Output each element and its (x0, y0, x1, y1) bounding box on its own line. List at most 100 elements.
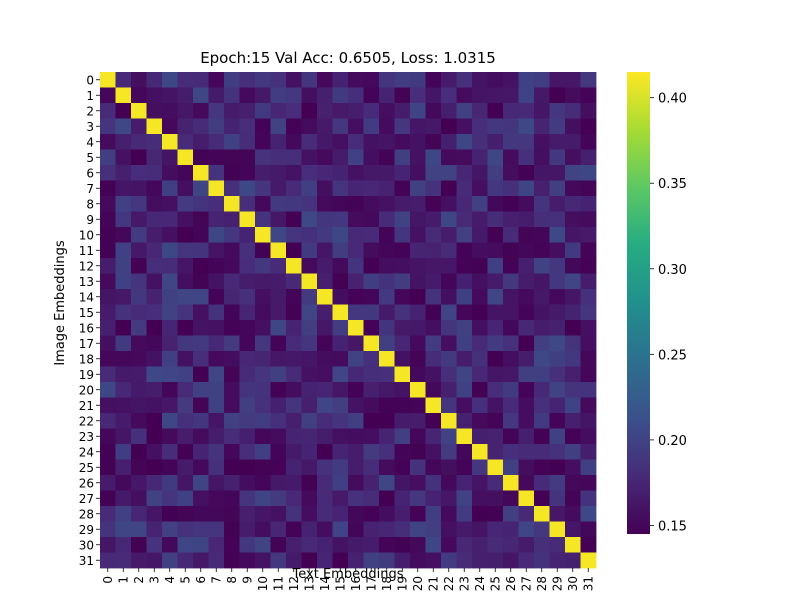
heatmap-cell-22-2 (131, 413, 147, 429)
heatmap-cell-12-18 (379, 258, 395, 274)
colorbar-tick-label-4: 0.35 (658, 177, 687, 192)
heatmap-cell-4-13 (301, 134, 318, 150)
heatmap-cell-25-16 (348, 459, 364, 476)
heatmap-cell-11-23 (456, 242, 473, 259)
heatmap-cell-5-14 (317, 149, 333, 166)
heatmap-cell-30-27 (518, 537, 535, 553)
heatmap-cell-17-4 (162, 335, 178, 352)
heatmap-cell-1-27 (518, 87, 535, 104)
heatmap-cell-13-12 (286, 273, 302, 290)
heatmap-cell-21-3 (146, 397, 163, 414)
heatmap-cell-5-25 (487, 149, 504, 166)
heatmap-cell-26-16 (348, 475, 364, 491)
heatmap-cell-7-1 (115, 180, 132, 197)
y-tick-label-25: 25 (79, 461, 94, 475)
heatmap-cell-16-28 (534, 320, 550, 336)
heatmap-cell-5-10 (255, 149, 271, 166)
heatmap-cell-18-22 (441, 351, 457, 367)
heatmap-cell-16-30 (565, 320, 581, 336)
heatmap-cell-26-19 (394, 475, 411, 491)
heatmap-cell-12-12 (286, 258, 302, 274)
heatmap-cell-31-4 (162, 552, 178, 569)
heatmap-cell-12-20 (410, 258, 426, 274)
heatmap-cell-2-21 (425, 103, 442, 119)
heatmap-cell-21-22 (441, 397, 457, 414)
heatmap-cell-5-19 (394, 149, 411, 166)
heatmap-cell-29-9 (239, 521, 256, 538)
heatmap-cell-31-20 (410, 552, 426, 569)
heatmap-cell-30-5 (177, 537, 194, 553)
heatmap-cell-30-25 (487, 537, 504, 553)
heatmap-cell-18-20 (410, 351, 426, 367)
heatmap-cell-5-3 (146, 149, 163, 166)
heatmap-cell-8-16 (348, 196, 364, 212)
heatmap-cell-4-27 (518, 134, 535, 150)
heatmap-cell-26-26 (503, 475, 519, 491)
y-tick-label-9: 9 (86, 213, 94, 227)
heatmap-cell-30-23 (456, 537, 473, 553)
heatmap-cell-21-21 (425, 397, 442, 414)
heatmap-cell-18-4 (162, 351, 178, 367)
heatmap-cell-6-15 (332, 165, 349, 181)
heatmap-cell-20-31 (580, 382, 597, 398)
heatmap-cell-9-8 (224, 211, 240, 228)
heatmap-cell-2-1 (115, 103, 132, 119)
heatmap-cell-14-10 (255, 289, 271, 305)
heatmap-cell-23-26 (503, 428, 519, 445)
heatmap-cell-2-7 (208, 103, 225, 119)
x-tick-label-6: 6 (194, 576, 208, 584)
heatmap-cell-11-15 (332, 242, 349, 259)
heatmap-cell-23-7 (208, 428, 225, 445)
heatmap-cell-8-24 (472, 196, 488, 212)
heatmap-cell-27-0 (100, 490, 116, 507)
heatmap-cell-17-7 (208, 335, 225, 352)
heatmap-cell-17-8 (224, 335, 240, 352)
heatmap-cell-0-19 (394, 72, 411, 88)
heatmap-cell-28-10 (255, 506, 271, 522)
heatmap-cell-15-10 (255, 304, 271, 321)
heatmap-cell-25-17 (363, 459, 380, 476)
heatmap-cell-13-27 (518, 273, 535, 290)
y-tick-label-0: 0 (86, 73, 94, 87)
heatmap-cell-8-13 (301, 196, 318, 212)
heatmap-cell-23-17 (363, 428, 380, 445)
heatmap-cell-23-18 (379, 428, 395, 445)
heatmap-cell-28-1 (115, 506, 132, 522)
heatmap-cell-20-11 (270, 382, 287, 398)
heatmap-cell-26-12 (286, 475, 302, 491)
heatmap-cell-6-24 (472, 165, 488, 181)
heatmap-cell-21-16 (348, 397, 364, 414)
heatmap-cell-3-1 (115, 118, 132, 135)
heatmap-cell-1-22 (441, 87, 457, 104)
heatmap-cell-2-29 (549, 103, 566, 119)
x-tick-label-0: 0 (101, 576, 115, 584)
heatmap-cell-11-9 (239, 242, 256, 259)
heatmap-cell-31-25 (487, 552, 504, 569)
heatmap-cell-13-0 (100, 273, 116, 290)
heatmap-cell-27-9 (239, 490, 256, 507)
heatmap-cell-21-20 (410, 397, 426, 414)
heatmap-cell-2-3 (146, 103, 163, 119)
heatmap-cell-30-26 (503, 537, 519, 553)
heatmap-cell-19-15 (332, 366, 349, 383)
heatmap-cell-9-24 (472, 211, 488, 228)
heatmap-cell-0-13 (301, 72, 318, 88)
heatmap-cell-23-3 (146, 428, 163, 445)
heatmap-cell-12-0 (100, 258, 116, 274)
heatmap-cell-24-4 (162, 444, 178, 460)
heatmap-cell-3-30 (565, 118, 581, 135)
heatmap-cell-19-13 (301, 366, 318, 383)
heatmap-cell-5-4 (162, 149, 178, 166)
heatmap-cell-10-14 (317, 227, 333, 243)
heatmap-cell-8-29 (549, 196, 566, 212)
heatmap-cell-21-25 (487, 397, 504, 414)
heatmap-cell-0-3 (146, 72, 163, 88)
heatmap-cell-24-1 (115, 444, 132, 460)
heatmap-cell-16-22 (441, 320, 457, 336)
heatmap-cell-3-24 (472, 118, 488, 135)
heatmap-cell-10-25 (487, 227, 504, 243)
heatmap-cell-26-18 (379, 475, 395, 491)
heatmap-cell-11-2 (131, 242, 147, 259)
heatmap-cell-2-23 (456, 103, 473, 119)
heatmap-cell-12-11 (270, 258, 287, 274)
